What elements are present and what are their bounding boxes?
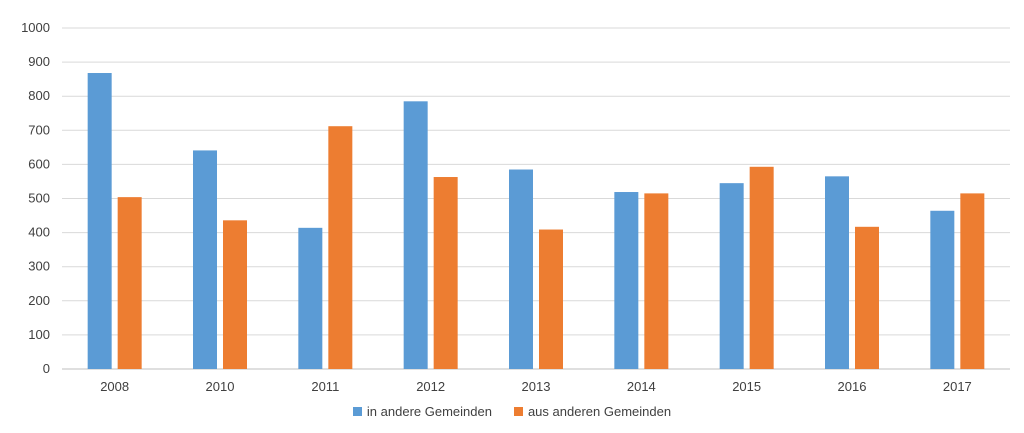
y-tick-label: 700 <box>28 122 50 137</box>
x-tick-label: 2010 <box>206 379 235 394</box>
bar-series-2-2014 <box>644 193 669 369</box>
bar-chart: 0 100 200 300 400 500 600 700 800 900 1000 2008 2010… <box>21 20 1010 394</box>
bar-series-1-2011 <box>298 227 323 369</box>
x-tick-label: 2011 <box>311 379 339 394</box>
bar-series-1-2010 <box>193 150 217 369</box>
x-tick-label: 2014 <box>627 379 656 394</box>
y-tick-label: 500 <box>28 191 50 206</box>
x-tick-label: 2012 <box>416 379 445 394</box>
y-tick-label: 600 <box>28 156 50 171</box>
bar-series-1-2008 <box>87 73 112 370</box>
x-tick-label: 2015 <box>732 379 761 394</box>
bar-series-2-2017 <box>960 193 985 369</box>
bar-series-2-2016 <box>855 226 879 369</box>
legend-item-series-2: aus anderen Gemeinden <box>513 404 672 419</box>
bar-series-2-2013 <box>539 229 563 369</box>
bar-series-1-2014 <box>614 192 639 369</box>
legend-label-series-2: aus anderen Gemeinden <box>527 404 672 419</box>
chart-legend: in andere Gemeinden aus anderen Gemeinde… <box>0 404 1024 419</box>
legend-swatch-series-2 <box>513 407 523 416</box>
bar-series-1-2013 <box>509 169 533 369</box>
x-tick-label: 2008 <box>100 379 129 394</box>
y-tick-label: 100 <box>28 327 50 342</box>
bar-series-2-2012 <box>433 177 458 369</box>
bar-series-1-2017 <box>930 210 955 369</box>
x-tick-label: 2016 <box>838 379 867 394</box>
x-tick-label: 2017 <box>943 379 972 394</box>
y-tick-label: 900 <box>28 54 50 69</box>
y-tick-label: 0 <box>43 361 50 376</box>
bar-series-2-2015 <box>749 166 774 369</box>
y-tick-label: 1000 <box>21 20 50 35</box>
bar-series-2-2010 <box>223 220 247 369</box>
bar-series-1-2015 <box>719 183 744 369</box>
y-tick-label: 200 <box>28 293 50 308</box>
bar-series-1-2012 <box>403 101 428 369</box>
x-tick-label: 2013 <box>522 379 551 394</box>
y-tick-label: 400 <box>28 225 50 240</box>
legend-item-series-1: in andere Gemeinden <box>352 404 492 419</box>
bar-series-2-2011 <box>328 126 353 369</box>
y-tick-label: 300 <box>28 259 50 274</box>
y-tick-label: 800 <box>28 88 50 103</box>
legend-label-series-1: in andere Gemeinden <box>366 404 492 419</box>
legend-swatch-series-1 <box>352 407 362 416</box>
bar-series-1-2016 <box>825 176 849 369</box>
bar-series-2-2008 <box>117 197 142 369</box>
